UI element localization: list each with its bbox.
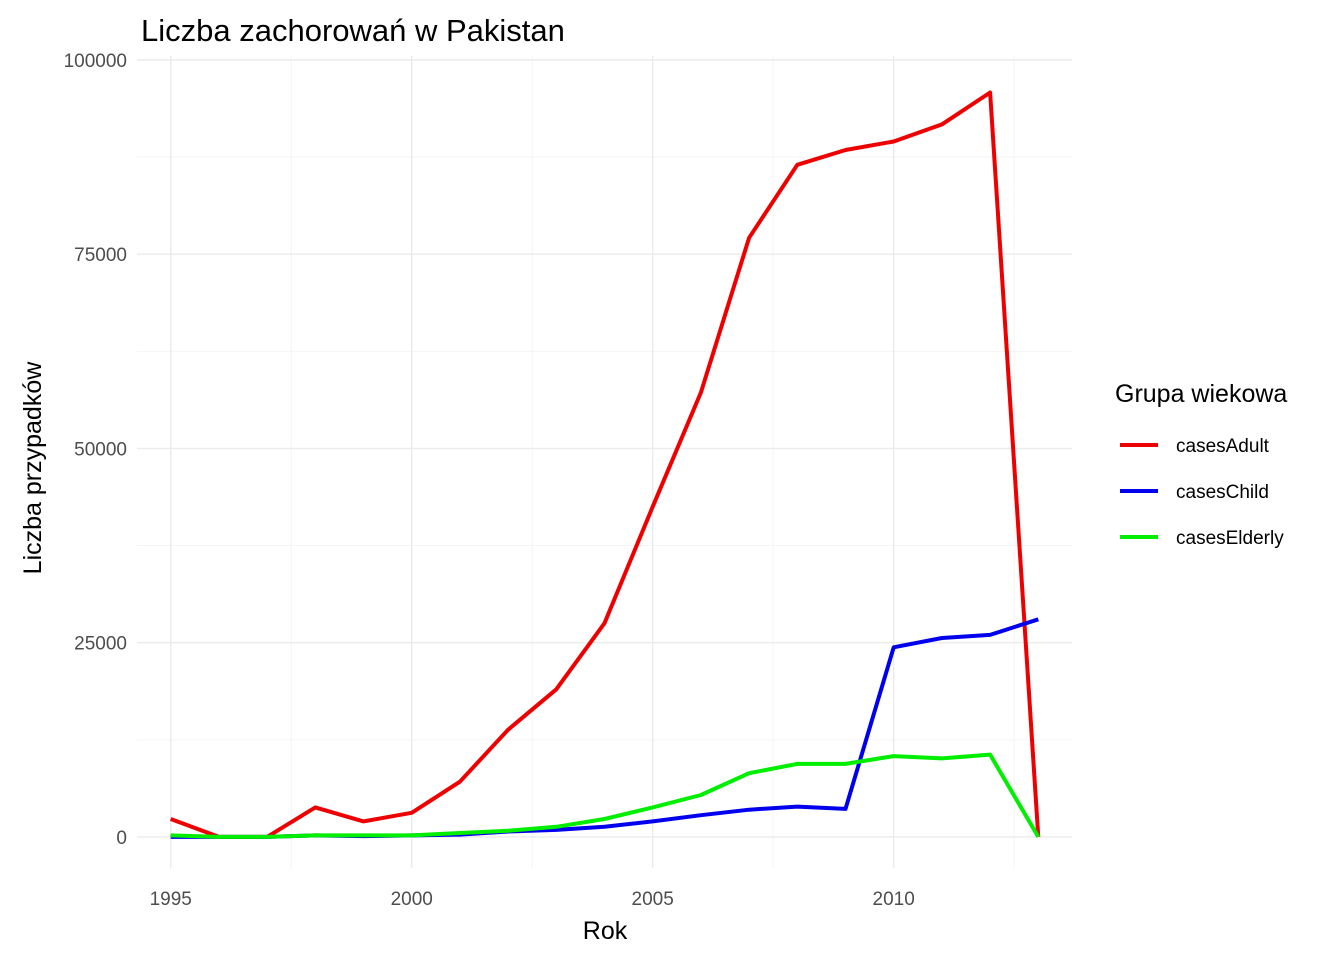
y-tick-label: 25000 [74, 634, 127, 655]
y-axis-tick-labels: 0 25000 50000 75000 100000 [64, 51, 127, 849]
y-tick-label: 100000 [64, 51, 127, 72]
y-tick-label: 75000 [74, 245, 127, 266]
legend: Grupa wiekowa casesAdult casesChild casesE… [1115, 380, 1287, 549]
legend-label-casesAdult: casesAdult [1176, 436, 1270, 457]
series-lines [170, 90, 1041, 839]
series-line-casesAdult [170, 90, 1041, 839]
x-tick-label: 2000 [391, 889, 433, 910]
y-axis-title: Liczba przypadków [19, 361, 47, 575]
x-axis-tick-labels: 1995 2000 2005 2010 [150, 889, 915, 910]
legend-items: casesAdult casesChild casesElderly [1120, 436, 1284, 549]
y-tick-label: 50000 [74, 439, 127, 460]
y-tick-label: 0 [116, 828, 127, 849]
chart-title: Liczba zachorowań w Pakistan [141, 13, 565, 48]
legend-label-casesChild: casesChild [1176, 482, 1269, 503]
series-line-casesElderly [170, 752, 1041, 839]
legend-label-casesElderly: casesElderly [1176, 528, 1284, 549]
x-axis-title: Rok [583, 917, 628, 945]
x-tick-label: 2005 [632, 889, 674, 910]
x-tick-label: 1995 [150, 889, 192, 910]
legend-title: Grupa wiekowa [1115, 380, 1287, 408]
minor-gridlines [137, 56, 1072, 868]
x-tick-label: 2010 [873, 889, 915, 910]
